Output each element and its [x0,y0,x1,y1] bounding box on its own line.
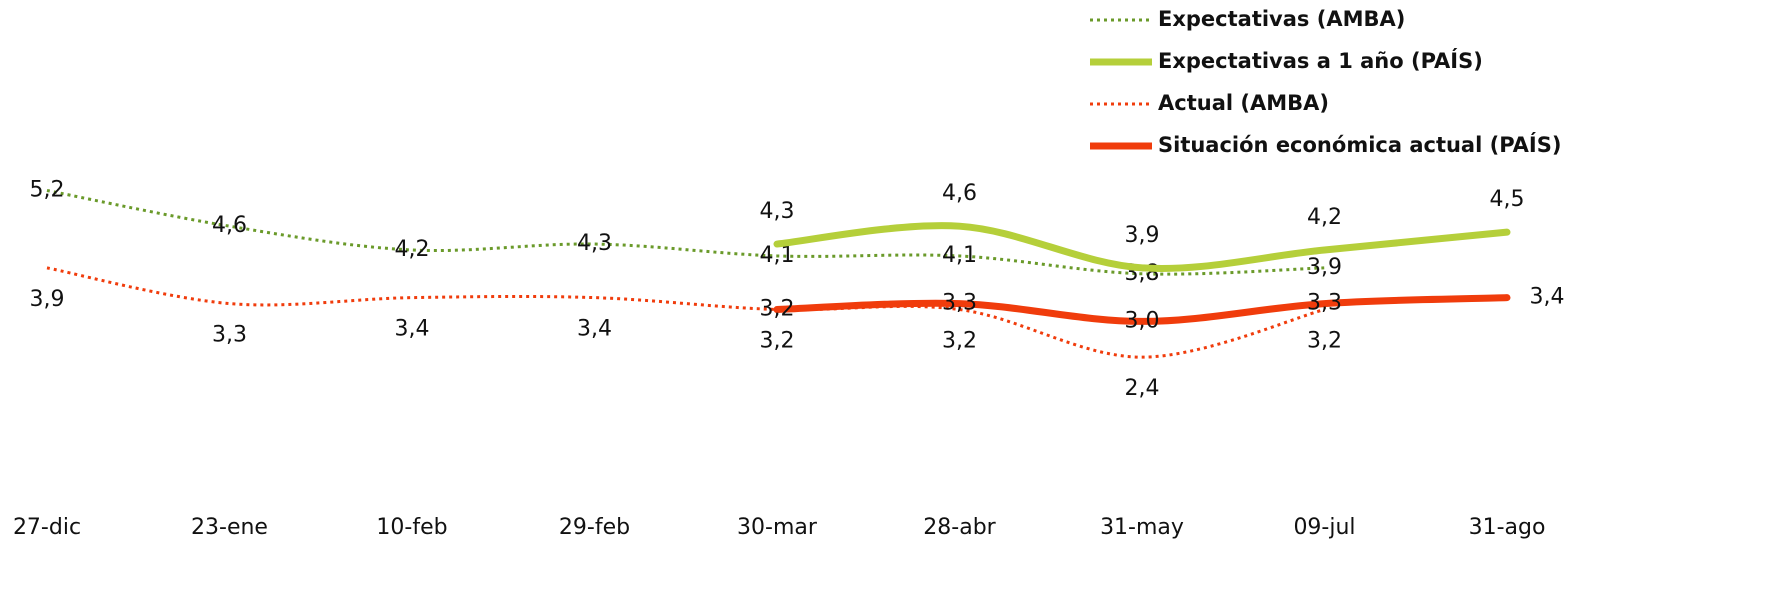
data-label: 3,2 [942,329,977,354]
x-tick-label: 09-jul [1293,515,1355,540]
series-line [773,222,1511,272]
data-label: 5,2 [30,177,65,202]
legend-label: Expectativas a 1 año (PAÍS) [1158,48,1483,73]
x-tick-label: 10-feb [376,515,447,540]
x-tick-label: 31-may [1100,515,1184,540]
data-label: 4,6 [212,213,247,238]
data-label: 3,3 [212,323,247,348]
data-label: 4,3 [577,231,612,256]
data-label: 3,2 [1307,329,1342,354]
data-label: 3,9 [1307,255,1342,280]
x-tick-label: 31-ago [1469,515,1546,540]
data-label: 3,0 [1125,308,1160,333]
data-label: 2,4 [1125,376,1160,401]
data-label: 3,9 [1125,223,1160,248]
data-label: 3,4 [395,317,430,342]
legend-label: Situación económica actual (PAÍS) [1158,132,1561,157]
data-label: 3,3 [942,291,977,316]
legend-label: Actual (AMBA) [1158,91,1329,115]
data-label: 4,2 [1307,205,1342,230]
data-label: 4,6 [942,181,977,206]
data-label: 3,3 [1307,291,1342,316]
x-tick-label: 30-mar [737,515,818,540]
data-label: 3,9 [30,287,65,312]
legend-label: Expectativas (AMBA) [1158,7,1405,31]
x-tick-label: 29-feb [559,515,630,540]
data-label: 4,1 [942,243,977,268]
data-label: 4,2 [395,237,430,262]
series-line [773,294,1511,325]
x-tick-label: 28-abr [923,515,996,540]
data-label: 3,2 [760,329,795,354]
data-label: 4,5 [1490,187,1525,212]
x-tick-label: 27-dic [13,515,81,540]
x-tick-label: 23-ene [191,515,268,540]
series-line [46,189,1325,276]
data-label: 3,4 [577,317,612,342]
data-label: 3,4 [1530,285,1565,310]
data-label: 4,3 [760,199,795,224]
data-label: 3,2 [760,297,795,322]
